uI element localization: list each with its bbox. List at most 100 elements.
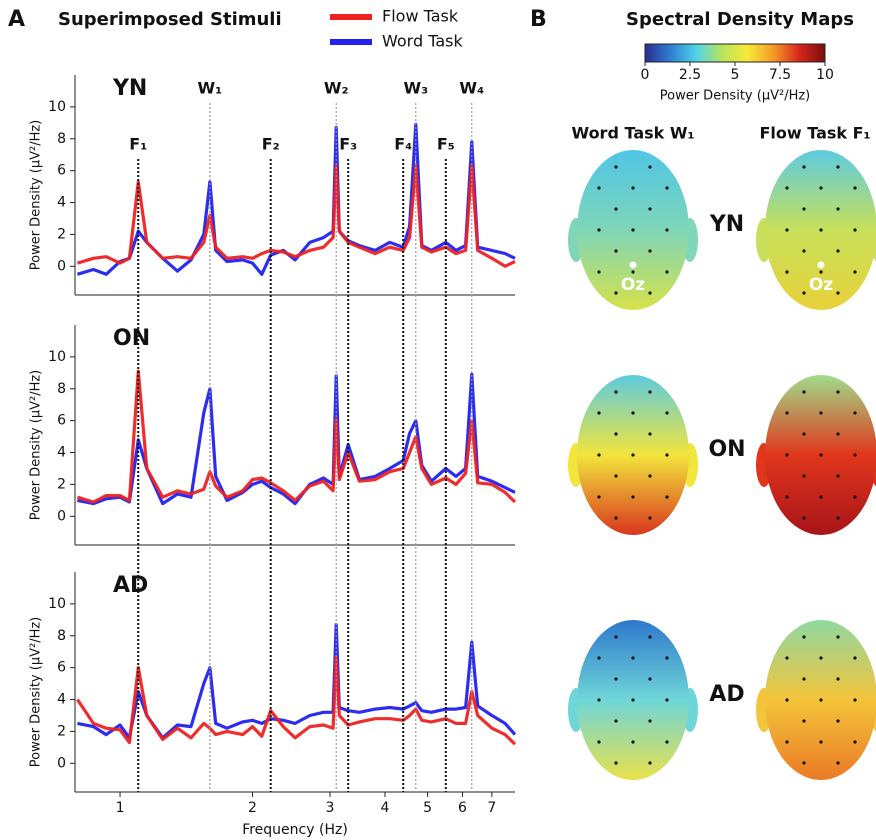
electrode — [614, 165, 618, 169]
electrode — [785, 453, 789, 457]
electrode — [802, 635, 806, 639]
electrode — [614, 207, 618, 211]
electrode — [802, 165, 806, 169]
y-tick-label: 2 — [57, 226, 66, 242]
legend-label: Flow Task — [382, 7, 459, 26]
x-tick-label: 1 — [116, 800, 125, 816]
x-tick-label: 3 — [326, 800, 335, 816]
electrode — [665, 495, 669, 499]
y-tick-label: 10 — [48, 596, 66, 612]
electrode — [819, 186, 823, 190]
y-tick-label: 6 — [57, 660, 66, 676]
marker-label: F₂ — [262, 135, 280, 154]
electrode — [853, 740, 857, 744]
electrode — [631, 698, 635, 702]
electrode — [819, 740, 823, 744]
electrode — [597, 453, 601, 457]
electrode — [665, 698, 669, 702]
y-tick-label: 0 — [57, 755, 66, 771]
marker-label: F₅ — [437, 135, 455, 154]
y-tick-label: 4 — [57, 195, 66, 211]
electrode — [819, 698, 823, 702]
electrode — [648, 677, 652, 681]
legend-label: Word Task — [382, 32, 463, 51]
electrode — [631, 740, 635, 744]
electrode — [665, 740, 669, 744]
electrode — [597, 656, 601, 660]
series-line — [76, 654, 517, 746]
x-axis-label: Frequency (Hz) — [242, 822, 348, 838]
marker-label: W₄ — [459, 79, 484, 98]
electrode — [802, 719, 806, 723]
electrode — [631, 656, 635, 660]
electrode — [665, 270, 669, 274]
electrode — [819, 656, 823, 660]
series-line — [76, 369, 517, 504]
electrode — [614, 390, 618, 394]
electrode — [853, 453, 857, 457]
electrode — [853, 656, 857, 660]
electrode — [785, 656, 789, 660]
colorbar — [644, 43, 826, 63]
electrode — [665, 228, 669, 232]
marker-label: F₃ — [339, 135, 357, 154]
y-tick-label: 4 — [57, 445, 66, 461]
electrode — [648, 474, 652, 478]
chart-label: ON — [113, 326, 150, 351]
row-label: AD — [709, 682, 744, 707]
column-header: Flow Task F₁ — [759, 124, 870, 143]
electrode-label: Oz — [809, 275, 833, 295]
y-tick-label: 0 — [57, 508, 66, 524]
electrode — [785, 740, 789, 744]
electrode — [802, 516, 806, 520]
electrode — [836, 165, 840, 169]
electrode — [819, 411, 823, 415]
electrode — [614, 677, 618, 681]
electrode — [614, 291, 618, 295]
marker-label: W₃ — [403, 79, 428, 98]
electrode-marker — [817, 261, 825, 269]
x-tick-label: 5 — [423, 800, 432, 816]
electrode — [853, 698, 857, 702]
electrode — [665, 656, 669, 660]
electrode — [819, 495, 823, 499]
electrode — [614, 719, 618, 723]
x-tick-label: 7 — [487, 800, 496, 816]
y-tick-label: 8 — [57, 628, 66, 644]
y-tick-label: 2 — [57, 476, 66, 492]
electrode — [836, 516, 840, 520]
marker-label: F₁ — [129, 135, 147, 154]
electrode — [648, 432, 652, 436]
y-tick-label: 10 — [48, 99, 66, 115]
electrode — [614, 432, 618, 436]
electrode — [648, 516, 652, 520]
electrode — [819, 228, 823, 232]
electrode — [802, 207, 806, 211]
electrode — [802, 291, 806, 295]
electrode — [597, 740, 601, 744]
electrode — [597, 698, 601, 702]
figure-title: Spectral Density Maps — [626, 9, 854, 30]
electrode — [631, 228, 635, 232]
y-axis-label: Power Density (μV²/Hz) — [29, 617, 44, 768]
figure-title: Superimposed Stimuli — [58, 9, 282, 30]
electrode — [631, 270, 635, 274]
electrode — [648, 249, 652, 253]
electrode — [785, 228, 789, 232]
electrode — [836, 761, 840, 765]
series-line — [76, 164, 516, 268]
electrode — [819, 453, 823, 457]
electrode — [785, 495, 789, 499]
electrode — [614, 761, 618, 765]
electrode — [836, 432, 840, 436]
electrode — [853, 270, 857, 274]
electrode — [785, 186, 789, 190]
electrode — [597, 228, 601, 232]
electrode — [836, 474, 840, 478]
electrode — [836, 635, 840, 639]
electrode — [802, 761, 806, 765]
electrode — [853, 186, 857, 190]
chart-label: YN — [112, 76, 147, 101]
electrode — [648, 635, 652, 639]
